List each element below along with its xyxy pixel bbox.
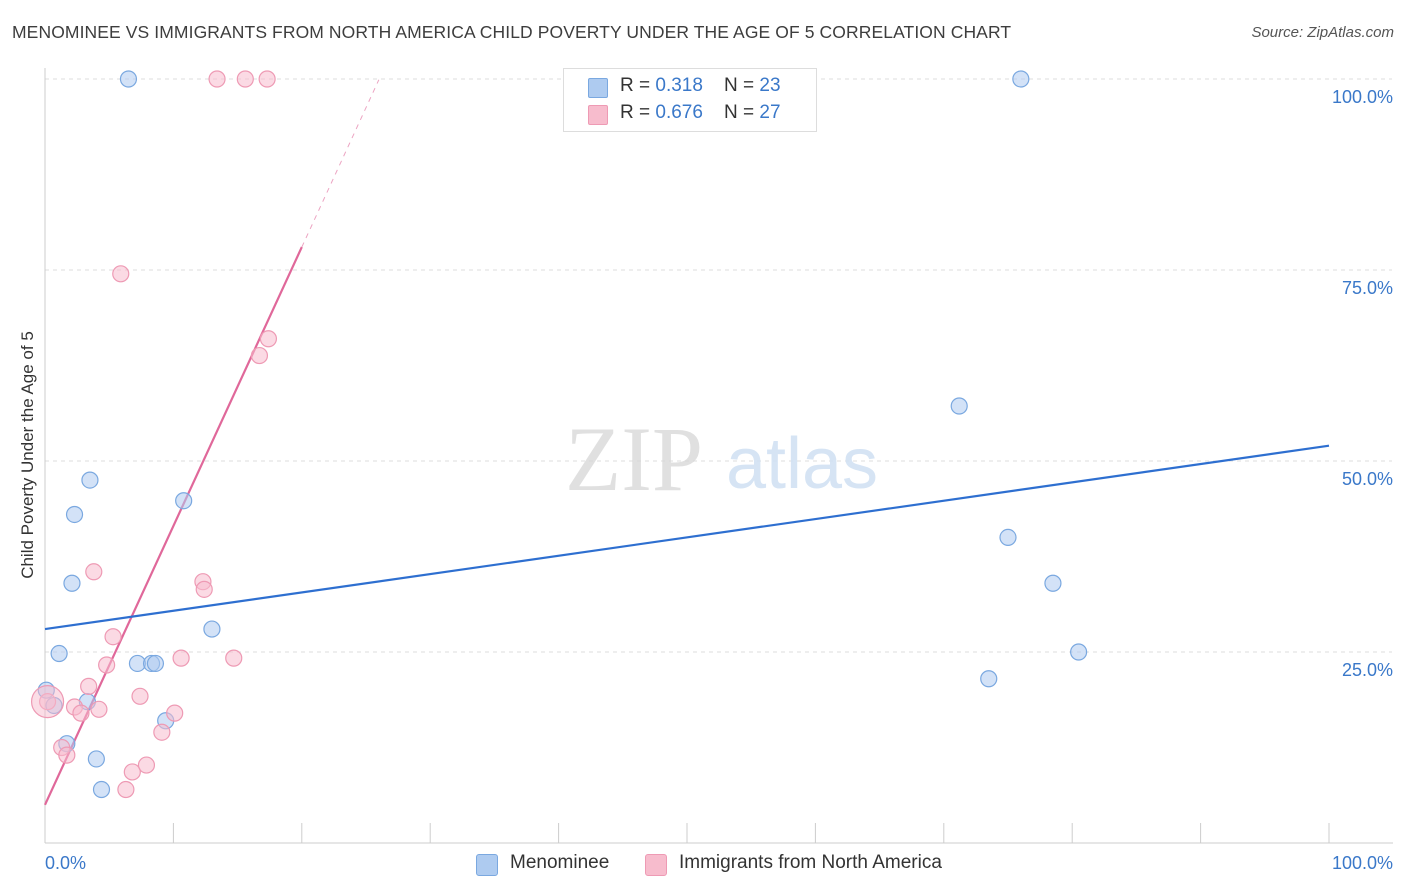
point-immigrants <box>137 756 156 774</box>
point-menominee <box>81 471 99 489</box>
point-immigrants <box>250 346 269 365</box>
points-immigrants <box>30 70 278 799</box>
point-immigrants <box>72 704 90 722</box>
x-tick-label-min: 0.0% <box>45 853 86 873</box>
series-legend: Menominee Immigrants from North America <box>0 852 1406 876</box>
point-menominee <box>950 397 968 415</box>
source-label: Source: ZipAtlas.com <box>1251 24 1394 41</box>
y-tick-label: 75.0% <box>1342 278 1393 298</box>
point-immigrants <box>85 563 103 581</box>
point-immigrants <box>104 628 122 646</box>
tick-labels: 25.0% 50.0% 75.0% 100.0% 0.0% 100.0% <box>45 87 1393 873</box>
point-menominee <box>1012 70 1030 88</box>
point-immigrants <box>208 70 226 88</box>
point-menominee <box>203 620 221 638</box>
r-label: R = <box>620 102 656 123</box>
point-immigrants <box>131 687 149 705</box>
watermark-zip: ZIP <box>565 408 703 510</box>
point-menominee <box>50 644 68 663</box>
point-immigrants <box>153 723 171 741</box>
point-immigrants <box>236 70 254 88</box>
point-immigrants <box>90 700 108 718</box>
point-immigrants <box>225 649 243 667</box>
point-immigrants <box>195 580 213 598</box>
point-menominee <box>92 780 111 799</box>
point-menominee <box>999 528 1017 547</box>
watermark-atlas: atlas <box>726 424 878 504</box>
point-immigrants <box>123 763 141 781</box>
n-label: N = <box>724 75 760 96</box>
y-tick-label: 50.0% <box>1342 469 1393 489</box>
point-menominee <box>87 750 105 768</box>
point-immigrants <box>259 330 278 348</box>
points-menominee <box>37 70 1088 799</box>
point-immigrants <box>166 704 184 722</box>
legend-swatch-blue <box>588 78 608 98</box>
r-value-immigrants: 0.676 <box>655 102 703 123</box>
y-tick-label: 25.0% <box>1342 660 1393 680</box>
point-menominee <box>146 654 165 673</box>
point-menominee <box>1070 643 1088 661</box>
r-label: R = <box>620 75 656 96</box>
r-value-menominee: 0.318 <box>655 75 703 96</box>
y-tick-label: 100.0% <box>1332 87 1393 107</box>
point-immigrants-cluster <box>30 685 65 719</box>
point-immigrants <box>112 265 130 283</box>
point-immigrants <box>98 656 116 674</box>
correlation-legend: R = 0.318 N = 23 R = 0.676 N = 27 <box>563 68 817 132</box>
trend-lines-pink <box>44 79 380 806</box>
axes <box>44 68 1393 844</box>
trend-line-menominee <box>44 444 1330 631</box>
n-label: N = <box>724 102 760 123</box>
chart-title: MENOMINEE VS IMMIGRANTS FROM NORTH AMERI… <box>12 22 1012 42</box>
point-immigrants <box>117 780 135 799</box>
legend-swatch-pink <box>645 854 667 876</box>
point-immigrants <box>80 677 98 695</box>
point-immigrants <box>172 649 190 667</box>
point-menominee <box>175 492 193 510</box>
x-tick-label-max: 100.0% <box>1332 853 1393 873</box>
trend-line-immigrants-extension <box>301 79 380 248</box>
point-menominee <box>1044 574 1062 592</box>
point-menominee <box>65 505 84 524</box>
legend-swatch-blue <box>476 854 498 876</box>
legend-label-menominee: Menominee <box>510 852 610 873</box>
n-value-immigrants: 27 <box>759 102 781 123</box>
legend-swatch-pink <box>588 105 608 125</box>
point-immigrants <box>258 70 276 88</box>
point-immigrants <box>58 746 76 764</box>
point-menominee <box>119 70 138 88</box>
n-value-menominee: 23 <box>759 75 781 96</box>
point-menominee <box>63 574 81 592</box>
point-menominee <box>980 670 998 688</box>
legend-label-immigrants: Immigrants from North America <box>679 852 942 873</box>
trend-lines-blue <box>44 444 1330 631</box>
